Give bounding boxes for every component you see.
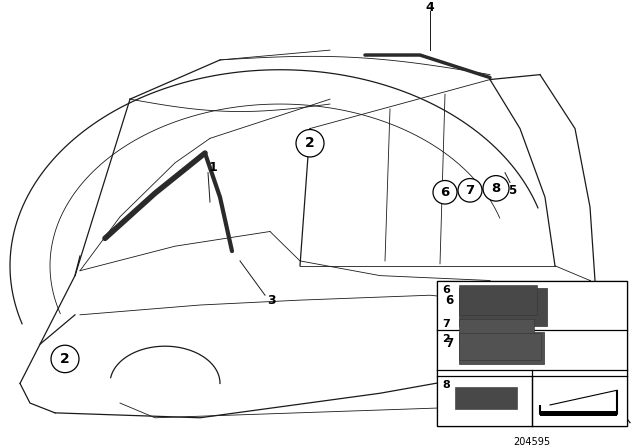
Circle shape — [458, 179, 482, 202]
Bar — [459, 332, 544, 364]
Text: 6: 6 — [445, 294, 453, 307]
Bar — [459, 333, 541, 360]
Text: 1: 1 — [209, 161, 218, 174]
Text: 5: 5 — [508, 184, 516, 197]
Text: 2: 2 — [442, 334, 450, 344]
Circle shape — [483, 176, 509, 201]
Circle shape — [51, 345, 79, 373]
Text: 2: 2 — [305, 136, 315, 150]
Text: 7: 7 — [465, 184, 475, 197]
Circle shape — [433, 181, 457, 204]
Text: 4: 4 — [426, 1, 435, 14]
Bar — [437, 280, 627, 426]
Bar — [459, 319, 534, 342]
Text: 2: 2 — [60, 352, 70, 366]
Circle shape — [296, 129, 324, 157]
Text: 6: 6 — [440, 186, 450, 199]
Bar — [540, 411, 617, 416]
Text: 3: 3 — [268, 293, 276, 306]
Text: 204595: 204595 — [513, 437, 550, 448]
Bar — [459, 289, 547, 326]
Bar — [455, 388, 517, 409]
Bar — [459, 285, 537, 315]
Text: 7: 7 — [442, 319, 450, 329]
Text: 8: 8 — [442, 380, 450, 391]
Text: 8: 8 — [492, 182, 500, 195]
Text: 7: 7 — [445, 337, 453, 350]
Text: 6: 6 — [442, 285, 450, 295]
Bar — [437, 280, 627, 426]
